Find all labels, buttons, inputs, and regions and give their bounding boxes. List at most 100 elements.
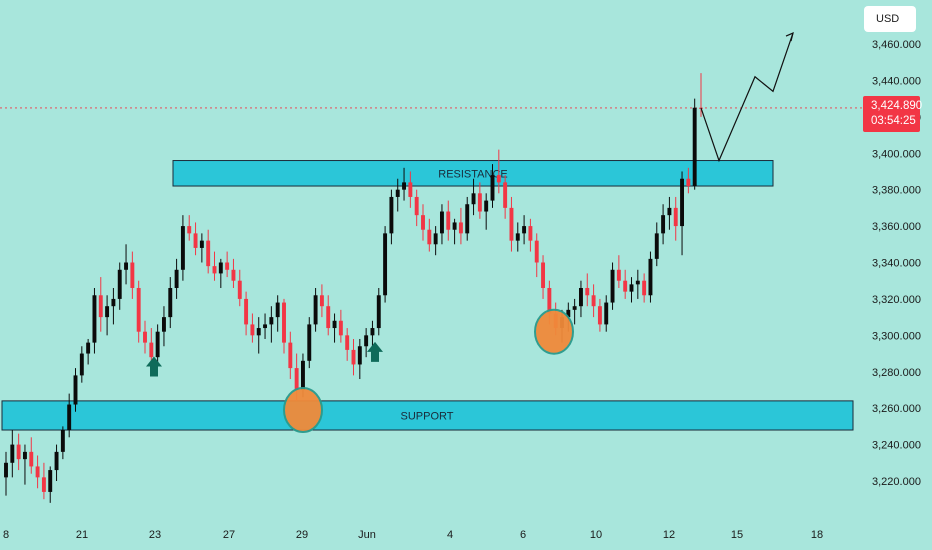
candle xyxy=(155,324,160,365)
candle-body xyxy=(648,258,653,296)
candle-body xyxy=(288,342,293,369)
resistance-zone xyxy=(172,160,774,187)
candle xyxy=(10,430,15,478)
candle-body xyxy=(155,331,160,358)
candle xyxy=(610,262,615,310)
candle xyxy=(206,229,211,274)
candle xyxy=(60,426,65,460)
candle-body xyxy=(180,226,185,270)
candle xyxy=(212,251,217,281)
candle xyxy=(370,320,375,350)
candle-body xyxy=(357,346,362,365)
candle xyxy=(218,258,223,288)
candle-body xyxy=(446,211,451,230)
candle-body xyxy=(282,302,286,343)
candle-body xyxy=(168,287,173,318)
projection-path xyxy=(700,32,794,163)
candle xyxy=(421,204,425,241)
support-zone xyxy=(1,400,854,431)
candle xyxy=(642,273,647,303)
candle-body xyxy=(421,215,425,230)
candle xyxy=(503,175,508,219)
candle xyxy=(244,291,249,336)
candle-body xyxy=(522,226,527,234)
x-tick-label: 15 xyxy=(731,529,743,541)
candle-body xyxy=(256,328,261,336)
candle-body xyxy=(67,404,72,431)
candle xyxy=(534,233,539,278)
y-tick-label: 3,280.000 xyxy=(872,367,921,379)
candle xyxy=(22,444,27,485)
candle xyxy=(673,196,678,241)
x-tick-label: 10 xyxy=(590,529,602,541)
y-tick-label: 3,240.000 xyxy=(872,440,921,452)
candle-body xyxy=(263,324,268,329)
candle-body xyxy=(578,287,583,307)
candle-body xyxy=(161,317,166,332)
pullback-low-marker xyxy=(534,308,574,355)
candle xyxy=(143,320,147,354)
currency-button[interactable]: USD xyxy=(864,6,916,32)
candle xyxy=(692,98,697,190)
candle-body xyxy=(414,196,419,216)
candle xyxy=(48,466,53,503)
candle-body xyxy=(48,470,53,492)
candle xyxy=(73,368,78,412)
y-tick-label: 3,340.000 xyxy=(872,258,921,270)
current-price-tag: 3,424.890 03:54:25 xyxy=(863,96,923,132)
support-touch-marker xyxy=(283,386,323,433)
candle xyxy=(237,269,242,307)
candle xyxy=(29,437,34,474)
candle xyxy=(446,200,451,241)
candle-body xyxy=(149,342,154,358)
candle xyxy=(496,149,501,194)
candle xyxy=(623,269,628,299)
candle-body xyxy=(566,309,571,318)
candle-body xyxy=(680,178,685,227)
candles-layer xyxy=(4,73,703,503)
candle-body xyxy=(250,324,255,336)
candle-body xyxy=(541,262,546,288)
candle xyxy=(174,258,179,299)
candle-body xyxy=(661,215,666,234)
candle xyxy=(275,295,280,332)
x-tick-label: 18 xyxy=(811,529,823,541)
candle-body xyxy=(477,193,482,212)
candle xyxy=(86,338,91,365)
candle-body xyxy=(692,107,697,187)
candle-body xyxy=(313,295,318,325)
candle xyxy=(225,251,230,278)
candle xyxy=(326,295,331,336)
candle-body xyxy=(307,324,312,361)
candle-body xyxy=(41,477,46,492)
x-tick-label: Jun xyxy=(358,529,376,541)
candle-body xyxy=(673,207,678,227)
candle xyxy=(383,226,388,303)
candle xyxy=(161,306,166,347)
candle xyxy=(282,298,286,354)
candle-body xyxy=(244,298,249,325)
candle-body xyxy=(187,226,192,234)
current-price-value: 3,424.890 xyxy=(871,100,923,112)
x-tick-label: 12 xyxy=(663,529,675,541)
candle-body xyxy=(124,262,129,270)
candle xyxy=(187,215,192,241)
candle-body xyxy=(458,222,463,234)
y-tick-label: 3,440.000 xyxy=(872,75,921,87)
candle-body xyxy=(427,229,432,245)
candle xyxy=(136,280,141,343)
candle-body xyxy=(86,342,91,354)
candle xyxy=(439,204,444,245)
candle xyxy=(402,167,407,201)
candle-body xyxy=(629,284,634,292)
candle-body xyxy=(496,175,501,183)
candle xyxy=(105,295,110,336)
x-axis[interactable]: 8 21 23 27 29 Jun 4 6 10 12 15 18 xyxy=(3,529,823,541)
x-tick-label: 23 xyxy=(149,529,161,541)
y-tick-label: 3,260.000 xyxy=(872,403,921,415)
candle xyxy=(117,262,122,310)
candle-body xyxy=(490,175,495,201)
candle-body xyxy=(667,207,672,216)
